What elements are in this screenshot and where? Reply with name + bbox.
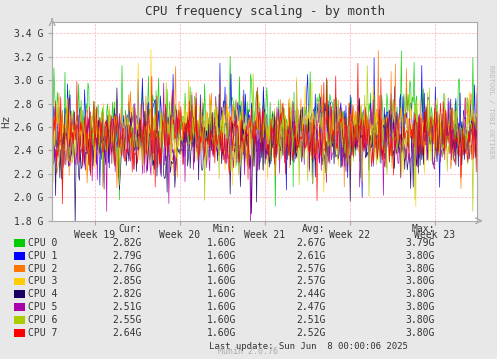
Text: 1.60G: 1.60G	[207, 315, 236, 325]
Text: 3.80G: 3.80G	[406, 264, 435, 274]
Text: 2.52G: 2.52G	[296, 328, 326, 338]
Text: CPU 6: CPU 6	[28, 315, 57, 325]
Text: 1.60G: 1.60G	[207, 302, 236, 312]
Text: Max:: Max:	[412, 224, 435, 234]
Text: Last update: Sun Jun  8 00:00:06 2025: Last update: Sun Jun 8 00:00:06 2025	[209, 341, 408, 351]
Text: 2.67G: 2.67G	[296, 238, 326, 248]
Text: 3.80G: 3.80G	[406, 315, 435, 325]
Text: 3.80G: 3.80G	[406, 302, 435, 312]
Text: 2.55G: 2.55G	[112, 315, 142, 325]
Text: CPU 0: CPU 0	[28, 238, 57, 248]
Text: 3.80G: 3.80G	[406, 289, 435, 299]
Text: CPU 7: CPU 7	[28, 328, 57, 338]
Text: 1.60G: 1.60G	[207, 264, 236, 274]
Text: 2.51G: 2.51G	[296, 315, 326, 325]
Text: 2.79G: 2.79G	[112, 251, 142, 261]
Text: 1.60G: 1.60G	[207, 289, 236, 299]
Text: RRDTOOL / TOBI OETIKER: RRDTOOL / TOBI OETIKER	[488, 65, 494, 158]
Text: 2.82G: 2.82G	[112, 289, 142, 299]
Text: CPU 1: CPU 1	[28, 251, 57, 261]
Text: 3.80G: 3.80G	[406, 328, 435, 338]
Text: CPU 4: CPU 4	[28, 289, 57, 299]
Text: 1.60G: 1.60G	[207, 238, 236, 248]
Text: Munin 2.0.76: Munin 2.0.76	[219, 347, 278, 356]
Text: CPU 2: CPU 2	[28, 264, 57, 274]
Text: 3.80G: 3.80G	[406, 251, 435, 261]
Text: 2.57G: 2.57G	[296, 276, 326, 286]
Title: CPU frequency scaling - by month: CPU frequency scaling - by month	[145, 5, 385, 18]
Text: 1.60G: 1.60G	[207, 251, 236, 261]
Text: 2.82G: 2.82G	[112, 238, 142, 248]
Text: Avg:: Avg:	[302, 224, 326, 234]
Text: 3.80G: 3.80G	[406, 276, 435, 286]
Text: 2.85G: 2.85G	[112, 276, 142, 286]
Text: CPU 3: CPU 3	[28, 276, 57, 286]
Text: Cur:: Cur:	[118, 224, 142, 234]
Text: 2.76G: 2.76G	[112, 264, 142, 274]
Text: 3.79G: 3.79G	[406, 238, 435, 248]
Text: 2.61G: 2.61G	[296, 251, 326, 261]
Text: 2.51G: 2.51G	[112, 302, 142, 312]
Text: 2.57G: 2.57G	[296, 264, 326, 274]
Y-axis label: Hz: Hz	[1, 115, 11, 128]
Text: 1.60G: 1.60G	[207, 276, 236, 286]
Text: 2.64G: 2.64G	[112, 328, 142, 338]
Text: 2.47G: 2.47G	[296, 302, 326, 312]
Text: Min:: Min:	[213, 224, 236, 234]
Text: CPU 5: CPU 5	[28, 302, 57, 312]
Text: 1.60G: 1.60G	[207, 328, 236, 338]
Text: 2.44G: 2.44G	[296, 289, 326, 299]
